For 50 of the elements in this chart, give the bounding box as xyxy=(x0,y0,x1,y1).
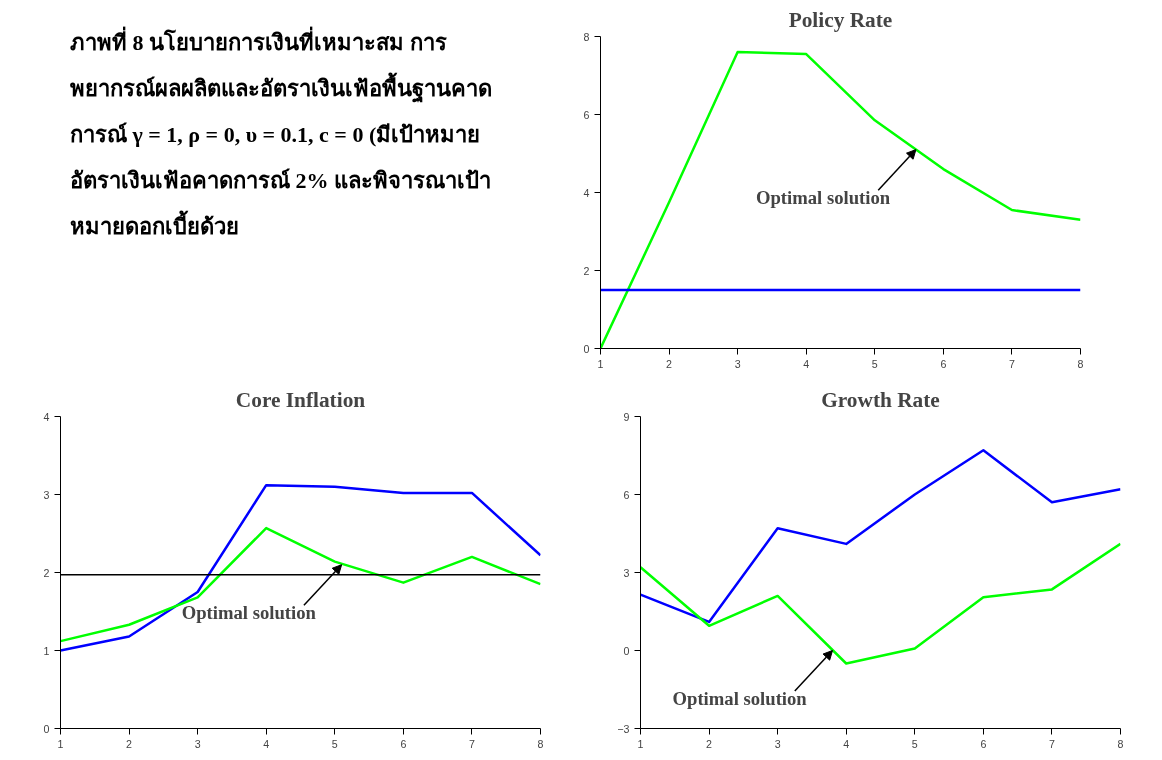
x-tick-label: 6 xyxy=(400,737,407,750)
line-series xyxy=(60,526,541,643)
y-tick-label: 2 xyxy=(43,566,50,579)
x-tick-label: 7 xyxy=(1008,357,1015,370)
y-tick-label: 1 xyxy=(43,644,50,657)
x-tick-label: 2 xyxy=(706,737,713,750)
x-tick-label: 4 xyxy=(843,737,850,750)
annotation: Optimal solution xyxy=(181,601,317,623)
x-tick-label: 3 xyxy=(774,737,781,750)
x-tick-label: 2 xyxy=(126,737,133,750)
y-tick-label: 8 xyxy=(583,30,590,43)
x-tick-label: 3 xyxy=(194,737,201,750)
x-tick-label: 7 xyxy=(468,737,475,750)
x-tick-label: 5 xyxy=(911,737,918,750)
y-tick-label: 4 xyxy=(583,186,590,199)
x-tick-label: 4 xyxy=(803,357,810,370)
y-tick-label: 0 xyxy=(583,342,590,355)
line-series xyxy=(640,542,1121,665)
x-tick-label: 5 xyxy=(871,357,878,370)
x-tick-label: 2 xyxy=(666,357,673,370)
x-tick-label: 8 xyxy=(537,737,544,750)
y-tick-label: 4 xyxy=(43,410,50,423)
chart-title: Policy Rate xyxy=(788,7,893,32)
line-series xyxy=(640,449,1121,624)
y-tick-label: 9 xyxy=(623,410,630,423)
y-tick-label: 2 xyxy=(583,264,590,277)
y-tick-label: 3 xyxy=(43,488,50,501)
y-tick-label: 6 xyxy=(583,108,590,121)
y-tick-label: 0 xyxy=(623,644,630,657)
x-tick-label: 4 xyxy=(263,737,270,750)
annotation: Optimal solution xyxy=(755,186,891,208)
y-tick-label: 0 xyxy=(43,722,50,735)
y-tick-label: 6 xyxy=(623,488,630,501)
x-tick-label: 1 xyxy=(57,737,64,750)
text: ภาพที่ 8 นโยบายการเงินที่เหมาะสม การพยากรณ์ผลผลิตและอัตราเงินเฟ้อพื้นฐานคาดการณ์ γ = 1, ρ = 0, υ = 0.1, c = 0 (มีเป้าหมายอัตราเงินเฟ้อคาดการณ์ 2% และพิจารณาเป้าหมายดอกเบี้ยด้วย xyxy=(70,25,493,241)
chart-title: Growth Rate xyxy=(821,387,940,412)
x-tick-label: 7 xyxy=(1048,737,1055,750)
x-tick-label: 8 xyxy=(1117,737,1124,750)
y-tick-label: 3 xyxy=(623,566,630,579)
annotation: Optimal solution xyxy=(672,687,808,709)
x-tick-label: 3 xyxy=(734,357,741,370)
x-tick-label: 6 xyxy=(980,737,987,750)
x-tick-label: 8 xyxy=(1077,357,1084,370)
x-tick-label: 5 xyxy=(331,737,338,750)
x-tick-label: 1 xyxy=(597,357,604,370)
y-tick-label: −3 xyxy=(617,722,630,735)
line-series xyxy=(60,483,541,652)
chart-title: Core Inflation xyxy=(235,387,366,412)
x-tick-label: 1 xyxy=(637,737,644,750)
x-tick-label: 6 xyxy=(940,357,947,370)
